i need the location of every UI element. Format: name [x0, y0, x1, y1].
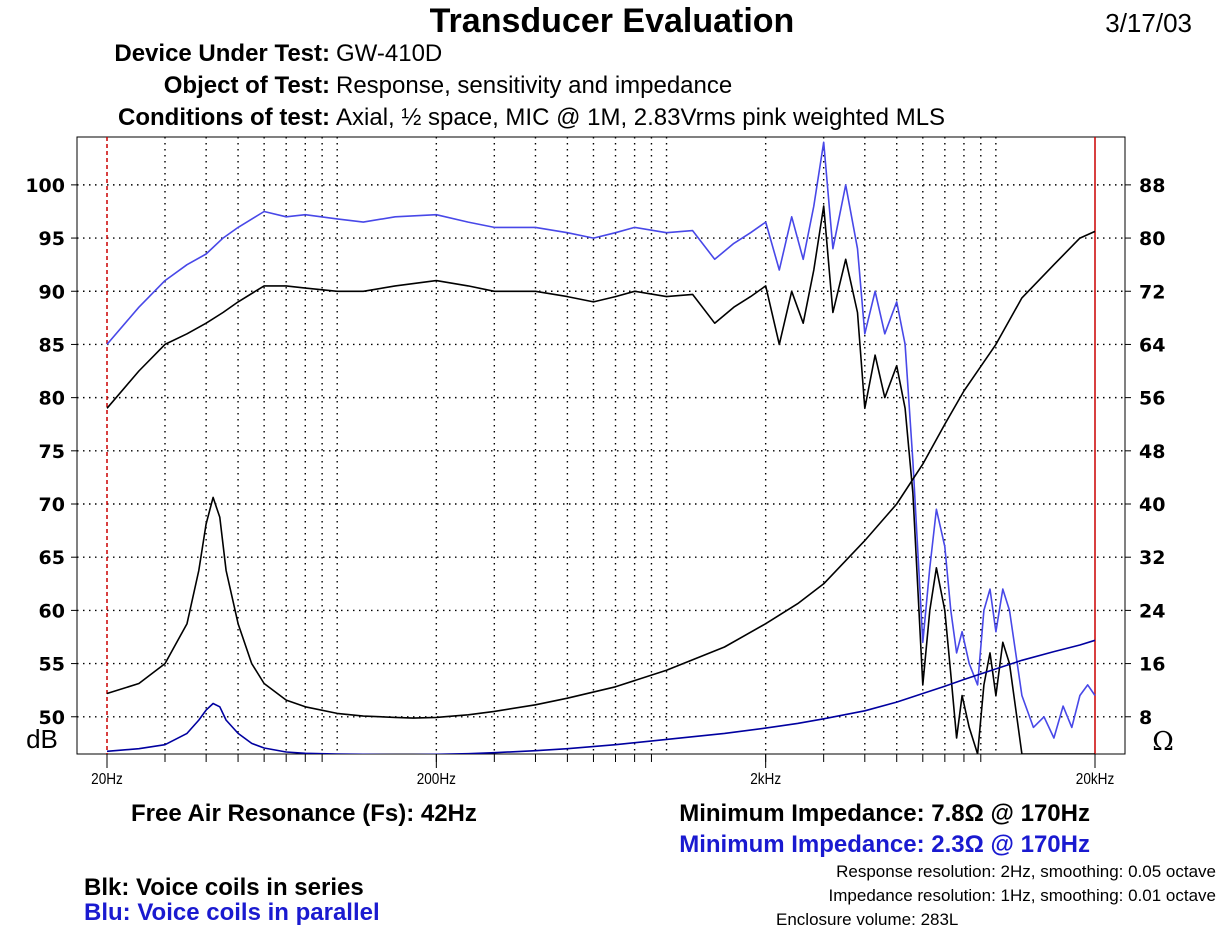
- y-left-tick-label: 75: [39, 441, 65, 463]
- y-right-tick-label: 8: [1139, 707, 1152, 729]
- test-date: 3/17/03: [1105, 8, 1192, 38]
- y-left-tick-label: 65: [39, 547, 65, 569]
- x-tick-label: 2kHz: [750, 771, 781, 788]
- y-left-tick-label: 95: [39, 228, 65, 250]
- y-right-tick-label: 88: [1139, 175, 1165, 197]
- y-right-tick-label: 32: [1139, 547, 1165, 569]
- y-right-tick-label: 64: [1139, 334, 1165, 356]
- x-tick-label: 200Hz: [417, 771, 456, 788]
- plot-frame: [76, 136, 1126, 755]
- y-left-tick-label: 80: [39, 388, 65, 410]
- response-resolution: Response resolution: 2Hz, smoothing: 0.0…: [836, 862, 1216, 881]
- y-left-tick-label: 90: [39, 281, 65, 303]
- object-label: Object of Test:: [163, 72, 330, 99]
- y-right-tick-label: 80: [1139, 228, 1165, 250]
- y-left-axis-label: dB: [26, 724, 58, 754]
- min-impedance-blue: Minimum Impedance: 2.3Ω @ 170Hz: [679, 831, 1090, 858]
- y-right-tick-label: 72: [1139, 281, 1165, 303]
- y-left-tick-label: 55: [39, 654, 65, 676]
- min-impedance-black: Minimum Impedance: 7.8Ω @ 170Hz: [679, 800, 1090, 827]
- y-right-axis-label: Ω: [1152, 727, 1174, 757]
- y-left-tick-label: 60: [39, 600, 65, 622]
- y-right-tick-label: 48: [1139, 441, 1165, 463]
- impedance-series-blue: [106, 639, 1096, 754]
- object-value: Response, sensitivity and impedance: [336, 72, 733, 99]
- y-left-tick-label: 85: [39, 334, 65, 356]
- x-tick-label: 20Hz: [91, 771, 123, 788]
- chart-title: Transducer Evaluation: [429, 2, 795, 40]
- legend-black: Blk: Voice coils in series: [84, 874, 364, 901]
- device-value: GW-410D: [336, 40, 443, 67]
- fs-annotation: Free Air Resonance (Fs): 42Hz: [131, 800, 477, 827]
- y-right-tick-label: 16: [1139, 654, 1165, 676]
- device-label: Device Under Test:: [114, 40, 330, 67]
- legend-blue: Blu: Voice coils in parallel: [84, 899, 380, 926]
- conditions-label: Conditions of test:: [118, 104, 330, 131]
- response-series-blue: [106, 141, 1096, 739]
- y-right-tick-label: 56: [1139, 388, 1165, 410]
- conditions-value: Axial, ½ space, MIC @ 1M, 2.83Vrms pink …: [336, 104, 946, 131]
- response-series-black: [106, 205, 1095, 754]
- y-right-tick-label: 24: [1139, 600, 1165, 622]
- y-left-tick-label: 70: [39, 494, 65, 516]
- impedance-series-black: [106, 230, 1096, 719]
- enclosure-volume: Enclosure volume: 283L: [776, 910, 959, 929]
- y-left-tick-label: 100: [25, 175, 65, 197]
- impedance-resolution: Impedance resolution: 1Hz, smoothing: 0.…: [828, 886, 1216, 905]
- y-left-tick-label: 50: [39, 707, 65, 729]
- x-tick-label: 20kHz: [1076, 771, 1114, 788]
- y-right-tick-label: 40: [1139, 494, 1165, 516]
